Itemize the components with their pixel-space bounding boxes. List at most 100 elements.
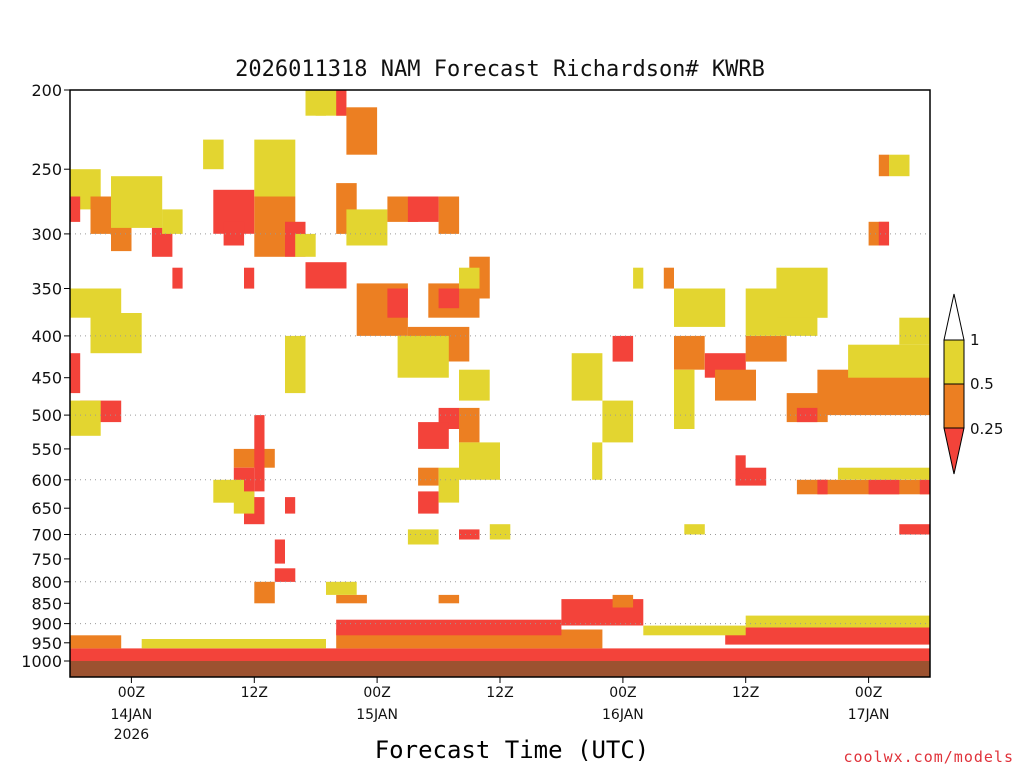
region-ml-520-1 bbox=[418, 422, 449, 449]
region-ul-280-8 bbox=[407, 196, 439, 222]
region-ml-430-1 bbox=[848, 344, 930, 378]
xtick-date-2: 15JAN bbox=[356, 707, 398, 723]
region-ul-300-2 bbox=[151, 227, 173, 257]
region-ml-820-1 bbox=[254, 581, 275, 604]
legend-label-0-5: 0.5 bbox=[970, 375, 994, 393]
region-ml-440-2 bbox=[571, 353, 603, 401]
region-ml-420-1 bbox=[612, 335, 634, 362]
region-ul-330-4 bbox=[244, 267, 255, 289]
region-ml-680-1 bbox=[684, 524, 705, 535]
region-ul-250-4 bbox=[889, 154, 910, 177]
region-ml-420-2 bbox=[674, 335, 705, 370]
legend-top-arrow bbox=[943, 293, 965, 341]
ytick-label-700: 700 bbox=[31, 526, 62, 545]
legend-label-1: 1 bbox=[970, 331, 980, 349]
region-lower-boundary-layer bbox=[70, 648, 930, 661]
region-ml-640-2 bbox=[285, 497, 296, 514]
region-ml-380-1 bbox=[674, 288, 726, 327]
region-bl-top-1 bbox=[336, 619, 562, 636]
region-bl-mix-1 bbox=[70, 635, 122, 649]
x-axis-ticks: 00Z 14JAN 2026 12Z 00Z 15JAN 12Z 00Z 16JAN 12Z 00Z… bbox=[111, 677, 889, 743]
region-bl-edge-2 bbox=[643, 625, 746, 636]
ytick-label-400: 400 bbox=[31, 327, 62, 346]
region-ul-300-8 bbox=[223, 221, 245, 246]
region-ul-280-7 bbox=[438, 196, 460, 234]
region-ul-300-6 bbox=[878, 221, 889, 246]
plot-frame bbox=[69, 89, 931, 678]
region-ul-210-2 bbox=[336, 90, 347, 116]
ytick-label-300: 300 bbox=[31, 225, 62, 244]
ytick-label-1000: 1000 bbox=[21, 652, 62, 671]
region-bl-edge-3 bbox=[745, 615, 930, 628]
y-axis-ticks: 200 250 300 350 400 450 500 550 600 650 700 750 800 8… bbox=[21, 81, 70, 671]
region-ml-440-3 bbox=[285, 335, 306, 394]
region-ml-690-2 bbox=[489, 524, 511, 540]
region-ul-300-1 bbox=[111, 221, 132, 252]
xtick-date-4: 16JAN bbox=[602, 707, 644, 723]
region-ml-560-4 bbox=[459, 442, 500, 480]
region-ul-340-2 bbox=[633, 267, 644, 289]
ytick-label-950: 950 bbox=[31, 634, 62, 653]
ytick-label-850: 850 bbox=[31, 594, 62, 613]
pressure-gridlines bbox=[70, 233, 930, 625]
region-ml-500-3 bbox=[796, 407, 818, 423]
xtick-label-3: 12Z bbox=[486, 685, 513, 701]
region-ml-640-3 bbox=[418, 491, 439, 514]
region-ml-610-1 bbox=[796, 479, 930, 495]
colorbar-legend: 1 0.5 0.25 bbox=[943, 293, 1003, 475]
region-ul-280-1 bbox=[90, 196, 111, 234]
region-ul-360-1 bbox=[70, 288, 122, 318]
region-bl-edge-1 bbox=[141, 639, 326, 649]
region-ul-240-2 bbox=[203, 139, 224, 170]
legend-bin-mid bbox=[943, 383, 965, 429]
region-ul-370-4 bbox=[387, 288, 408, 318]
ytick-label-200: 200 bbox=[31, 81, 62, 100]
ytick-label-350: 350 bbox=[31, 280, 62, 299]
legend-bin-high bbox=[943, 339, 965, 385]
region-ul-340-1 bbox=[305, 262, 347, 289]
region-ml-700-1 bbox=[459, 529, 480, 540]
region-ul-240-1 bbox=[254, 139, 296, 197]
region-ul-330-3 bbox=[172, 267, 183, 289]
region-ml-720-2 bbox=[407, 529, 439, 545]
ytick-label-800: 800 bbox=[31, 573, 62, 592]
x-axis-title: Forecast Time (UTC) bbox=[375, 736, 650, 764]
region-ul-500-1 bbox=[70, 400, 101, 436]
xtick-label-5: 12Z bbox=[732, 685, 759, 701]
region-ul-250-3 bbox=[878, 154, 889, 177]
region-ml-420-3 bbox=[745, 335, 787, 362]
region-ml-580-1 bbox=[837, 467, 930, 480]
region-ul-450-1 bbox=[70, 353, 81, 394]
region-ml-560-1 bbox=[233, 448, 275, 468]
region-ul-300-4 bbox=[346, 209, 388, 246]
xtick-label-2: 00Z bbox=[363, 685, 390, 701]
region-ml-690-1 bbox=[899, 524, 930, 535]
region-ml-610-4 bbox=[919, 479, 930, 495]
legend-bin-low bbox=[943, 427, 965, 475]
region-ml-360-1 bbox=[776, 267, 828, 318]
region-ml-460-1 bbox=[459, 369, 490, 401]
region-ml-390-1 bbox=[899, 317, 930, 345]
region-bl-hump-top bbox=[612, 594, 634, 608]
ytick-label-600: 600 bbox=[31, 471, 62, 490]
region-ul-300-7 bbox=[295, 233, 316, 257]
region-ml-610-3 bbox=[868, 479, 900, 495]
region-ml-560-2 bbox=[735, 455, 746, 474]
region-ml-780-1 bbox=[274, 568, 296, 582]
ytick-label-900: 900 bbox=[31, 615, 62, 634]
region-ul-270-1 bbox=[70, 196, 81, 222]
region-ml-560-3 bbox=[592, 442, 603, 480]
region-ml-590-2 bbox=[418, 467, 439, 486]
region-ml-470-2 bbox=[674, 369, 695, 429]
xtick-label-6: 00Z bbox=[855, 685, 882, 701]
xtick-label-1: 12Z bbox=[241, 685, 268, 701]
region-ul-260-2 bbox=[111, 176, 163, 228]
ytick-label-650: 650 bbox=[31, 499, 62, 518]
region-ml-500-2 bbox=[459, 407, 480, 443]
data-regions bbox=[70, 90, 930, 661]
region-ul-340-3 bbox=[663, 267, 674, 289]
credit-label: coolwx.com/models bbox=[843, 748, 1014, 766]
xtick-date-0: 14JAN bbox=[111, 707, 153, 723]
region-ml-840-1 bbox=[336, 594, 367, 604]
legend-label-0-25: 0.25 bbox=[970, 420, 1003, 438]
